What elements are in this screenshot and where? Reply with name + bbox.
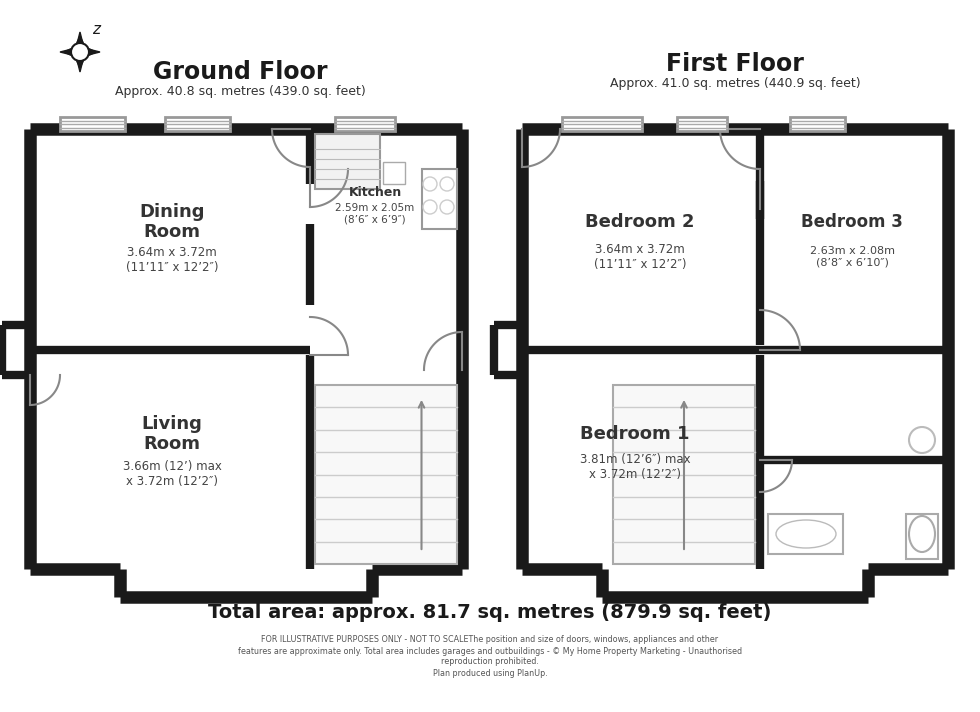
Text: Ground Floor: Ground Floor: [153, 60, 327, 84]
Text: Bedroom 3: Bedroom 3: [801, 213, 903, 231]
Text: Bedroom 2: Bedroom 2: [585, 213, 695, 231]
Text: Plan produced using PlanUp.: Plan produced using PlanUp.: [432, 669, 548, 678]
Text: Kitchen: Kitchen: [348, 186, 402, 199]
Bar: [422, 169, 457, 229]
Text: features are approximate only. Total area includes garages and outbuildings - © : features are approximate only. Total are…: [238, 646, 742, 656]
Bar: [60, 117, 125, 131]
Circle shape: [71, 43, 89, 61]
Text: 2.63m x 2.08m
(8’8″ x 6’10″): 2.63m x 2.08m (8’8″ x 6’10″): [809, 246, 895, 268]
Ellipse shape: [909, 516, 935, 552]
Bar: [790, 117, 845, 131]
Bar: [562, 117, 642, 131]
Bar: [335, 117, 395, 131]
Text: First Floor: First Floor: [666, 52, 804, 76]
Text: Approx. 40.8 sq. metres (439.0 sq. feet): Approx. 40.8 sq. metres (439.0 sq. feet): [115, 85, 366, 98]
Bar: [677, 117, 727, 131]
Text: Bedroom 1: Bedroom 1: [580, 425, 690, 443]
Polygon shape: [75, 32, 85, 52]
Bar: [768, 514, 843, 554]
Bar: [315, 134, 380, 189]
Text: 2.59m x 2.05m
(8’6″ x 6’9″): 2.59m x 2.05m (8’6″ x 6’9″): [335, 203, 415, 225]
Text: reproduction prohibited.: reproduction prohibited.: [441, 657, 539, 666]
Text: 3.81m (12’6″) max
x 3.72m (12’2″): 3.81m (12’6″) max x 3.72m (12’2″): [580, 453, 690, 481]
Text: Total area: approx. 81.7 sq. metres (879.9 sq. feet): Total area: approx. 81.7 sq. metres (879…: [209, 602, 771, 622]
Bar: [315, 385, 457, 564]
Text: FOR ILLUSTRATIVE PURPOSES ONLY - NOT TO SCALEThe position and size of doors, win: FOR ILLUSTRATIVE PURPOSES ONLY - NOT TO …: [262, 636, 718, 644]
Ellipse shape: [776, 520, 836, 548]
Text: 3.64m x 3.72m
(11’11″ x 12’2″): 3.64m x 3.72m (11’11″ x 12’2″): [594, 243, 686, 271]
Text: Approx. 41.0 sq. metres (440.9 sq. feet): Approx. 41.0 sq. metres (440.9 sq. feet): [610, 78, 860, 90]
Text: Dining
Room: Dining Room: [139, 203, 205, 241]
Bar: [613, 385, 755, 564]
Bar: [383, 162, 405, 184]
Text: 3.66m (12’) max
x 3.72m (12’2″): 3.66m (12’) max x 3.72m (12’2″): [122, 460, 221, 488]
Text: Living
Room: Living Room: [141, 414, 203, 454]
Polygon shape: [75, 52, 85, 72]
Text: 3.64m x 3.72m
(11’11″ x 12’2″): 3.64m x 3.72m (11’11″ x 12’2″): [125, 246, 219, 274]
Text: z: z: [92, 23, 100, 38]
Bar: [165, 117, 230, 131]
Polygon shape: [60, 47, 80, 57]
Polygon shape: [80, 47, 100, 57]
Bar: [906, 514, 938, 559]
